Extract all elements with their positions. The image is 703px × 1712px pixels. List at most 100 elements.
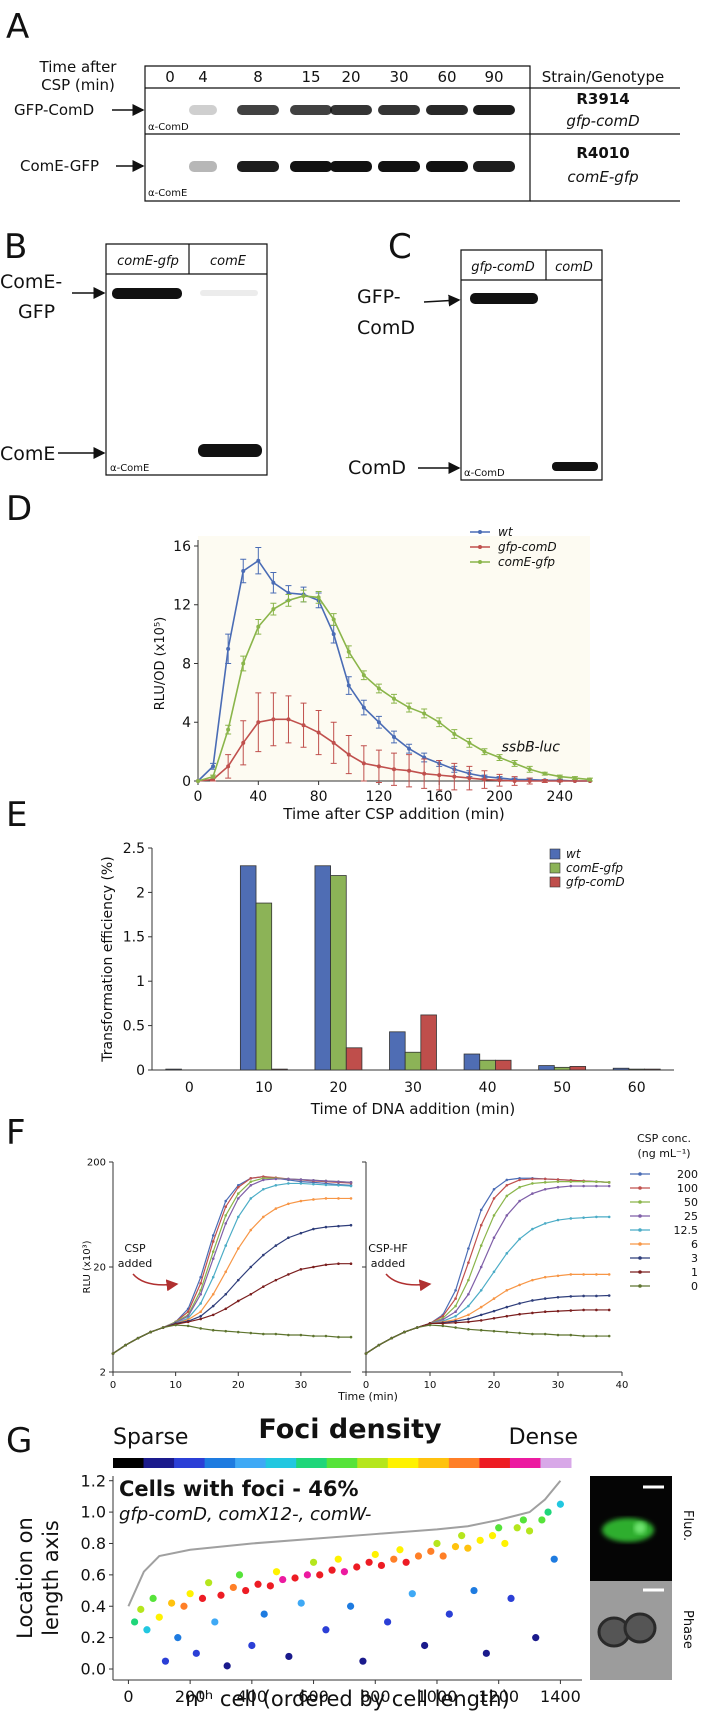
lane-label: comE-gfp: [117, 254, 179, 269]
data-point: [286, 598, 291, 603]
data-point: [136, 1336, 140, 1340]
data-point: [331, 740, 336, 745]
data-point: [274, 1183, 278, 1187]
data-point: [349, 1223, 353, 1227]
data-point: [569, 1184, 573, 1188]
data-point: [324, 1179, 328, 1183]
data-point: [556, 1500, 565, 1508]
data-point: [236, 1215, 240, 1219]
data-point: [582, 1180, 585, 1183]
data-point: [595, 1308, 598, 1312]
data-point: [390, 1555, 398, 1563]
data-point: [111, 1352, 115, 1355]
data-point: [482, 777, 487, 782]
data-point: [346, 1602, 355, 1610]
legend-swatch: [549, 876, 561, 888]
lane-label: 30: [389, 68, 408, 86]
data-point: [544, 1508, 552, 1516]
data-point: [143, 1626, 151, 1634]
data-point: [441, 1324, 445, 1328]
data-point: [408, 1590, 416, 1598]
data-point: [241, 568, 246, 573]
data-point: [595, 1294, 598, 1298]
data-point: [199, 1281, 202, 1285]
y-tick-label: 1.2: [81, 1471, 106, 1490]
strain: R4010: [576, 144, 629, 162]
annotation: added: [371, 1257, 405, 1270]
data-point: [531, 1278, 534, 1282]
data-point: [211, 1328, 215, 1332]
band: [470, 293, 538, 304]
x-tick-label: 1200: [478, 1687, 519, 1706]
data-point: [211, 1618, 219, 1626]
data-point: [241, 740, 246, 745]
data-point: [470, 1586, 478, 1595]
data-point: [454, 1314, 457, 1318]
band: [189, 105, 217, 115]
band: [200, 290, 258, 296]
legend-label: wt: [566, 847, 582, 861]
x-tick-label: 10: [424, 1380, 437, 1391]
data-point: [467, 1320, 470, 1324]
data-point: [392, 767, 396, 772]
data-point: [236, 1197, 240, 1200]
legend-title: CSP conc.: [637, 1132, 691, 1145]
data-point: [312, 1265, 315, 1269]
data-point: [211, 1275, 215, 1279]
y-tick-label: 0.4: [81, 1597, 106, 1616]
data-point: [349, 1197, 353, 1200]
data-point: [505, 1305, 509, 1309]
legend-label: 50: [684, 1196, 698, 1209]
data-point: [353, 1563, 361, 1571]
data-point: [479, 1313, 483, 1317]
data-point: [155, 1613, 163, 1621]
data-point: [607, 1181, 611, 1184]
band: [112, 288, 182, 299]
protein-label: ComE-GFP: [20, 157, 99, 175]
data-point: [607, 1294, 611, 1297]
data-point: [365, 1558, 373, 1566]
data-point: [467, 1261, 470, 1264]
data-point: [532, 1634, 540, 1642]
band: [426, 105, 468, 115]
data-point: [518, 1199, 521, 1203]
data-point: [312, 1182, 315, 1186]
colorbar-segment: [113, 1458, 145, 1468]
data-point: [512, 761, 517, 766]
data-point: [531, 1227, 534, 1231]
data-point: [402, 1558, 410, 1566]
data-point: [324, 1334, 328, 1338]
y-tick-label: 20: [93, 1263, 106, 1274]
data-point: [454, 1288, 457, 1292]
x-tick-label: 50: [553, 1080, 571, 1096]
data-point: [235, 1571, 244, 1579]
data-point: [340, 1568, 349, 1576]
band: [330, 161, 372, 172]
band: [473, 161, 515, 172]
data-point: [454, 1304, 457, 1308]
data-point: [467, 740, 472, 745]
data-point: [186, 1590, 194, 1598]
y-tick-label: 0.0: [81, 1660, 106, 1679]
data-point: [260, 1610, 268, 1618]
data-point: [467, 1328, 470, 1331]
panel-label: G: [6, 1421, 32, 1461]
data-point: [595, 1334, 598, 1338]
data-point: [407, 768, 412, 773]
data-point: [297, 1599, 305, 1607]
data-point: [543, 1332, 547, 1336]
data-point: [384, 1618, 392, 1626]
data-point: [492, 1316, 496, 1320]
data-point: [582, 1294, 585, 1298]
bar: [330, 875, 347, 1071]
data-point: [130, 1618, 139, 1626]
data-point: [437, 773, 442, 778]
series-line: [365, 1273, 610, 1355]
data-point: [543, 1177, 547, 1181]
data-point: [337, 1335, 340, 1339]
phase-cell: [623, 1612, 657, 1644]
data-point: [392, 734, 396, 739]
protein-label: GFP-: [357, 286, 401, 308]
data-point: [556, 1274, 560, 1278]
